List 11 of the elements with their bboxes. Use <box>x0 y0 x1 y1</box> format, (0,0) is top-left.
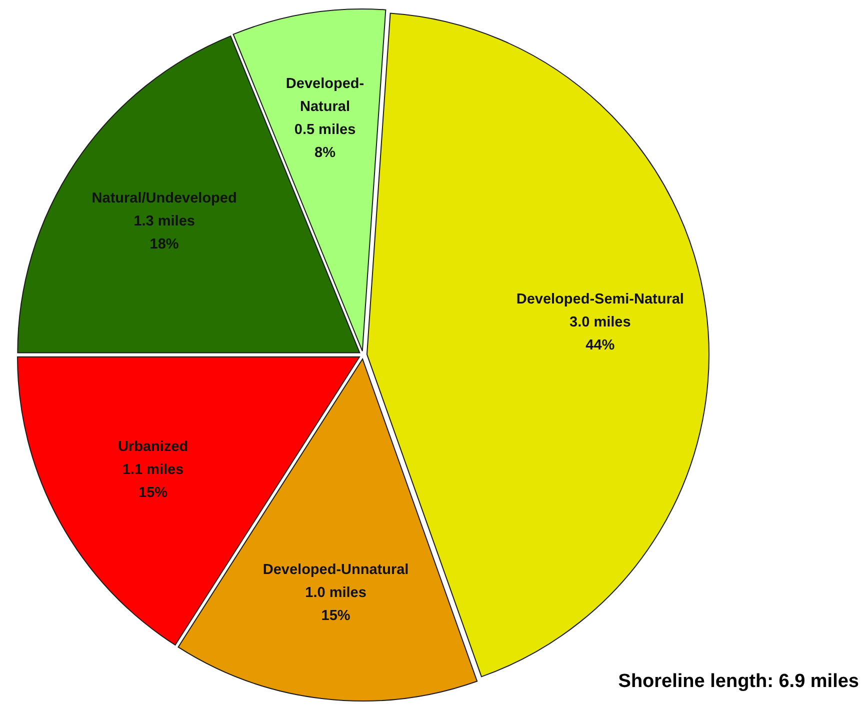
data-label: 1.0 miles 15% <box>305 584 366 624</box>
slice-label: Developed-Natural <box>286 76 364 116</box>
data-label: 3.0 miles 44% <box>570 314 631 354</box>
slice-label: Developed-Unnatural <box>262 562 409 578</box>
data-label: 1.1 miles 15% <box>122 462 184 501</box>
slice-label: Developed-Semi-Natural <box>516 291 684 308</box>
slice-label: Natural/Undeveloped <box>92 190 237 206</box>
text: Shoreline length: 6.9 miles <box>618 671 859 692</box>
data-label: 0.5 miles 8% <box>294 122 356 162</box>
slice-label: Urbanized <box>118 438 188 455</box>
data-label: 1.3 miles 18% <box>134 213 195 252</box>
